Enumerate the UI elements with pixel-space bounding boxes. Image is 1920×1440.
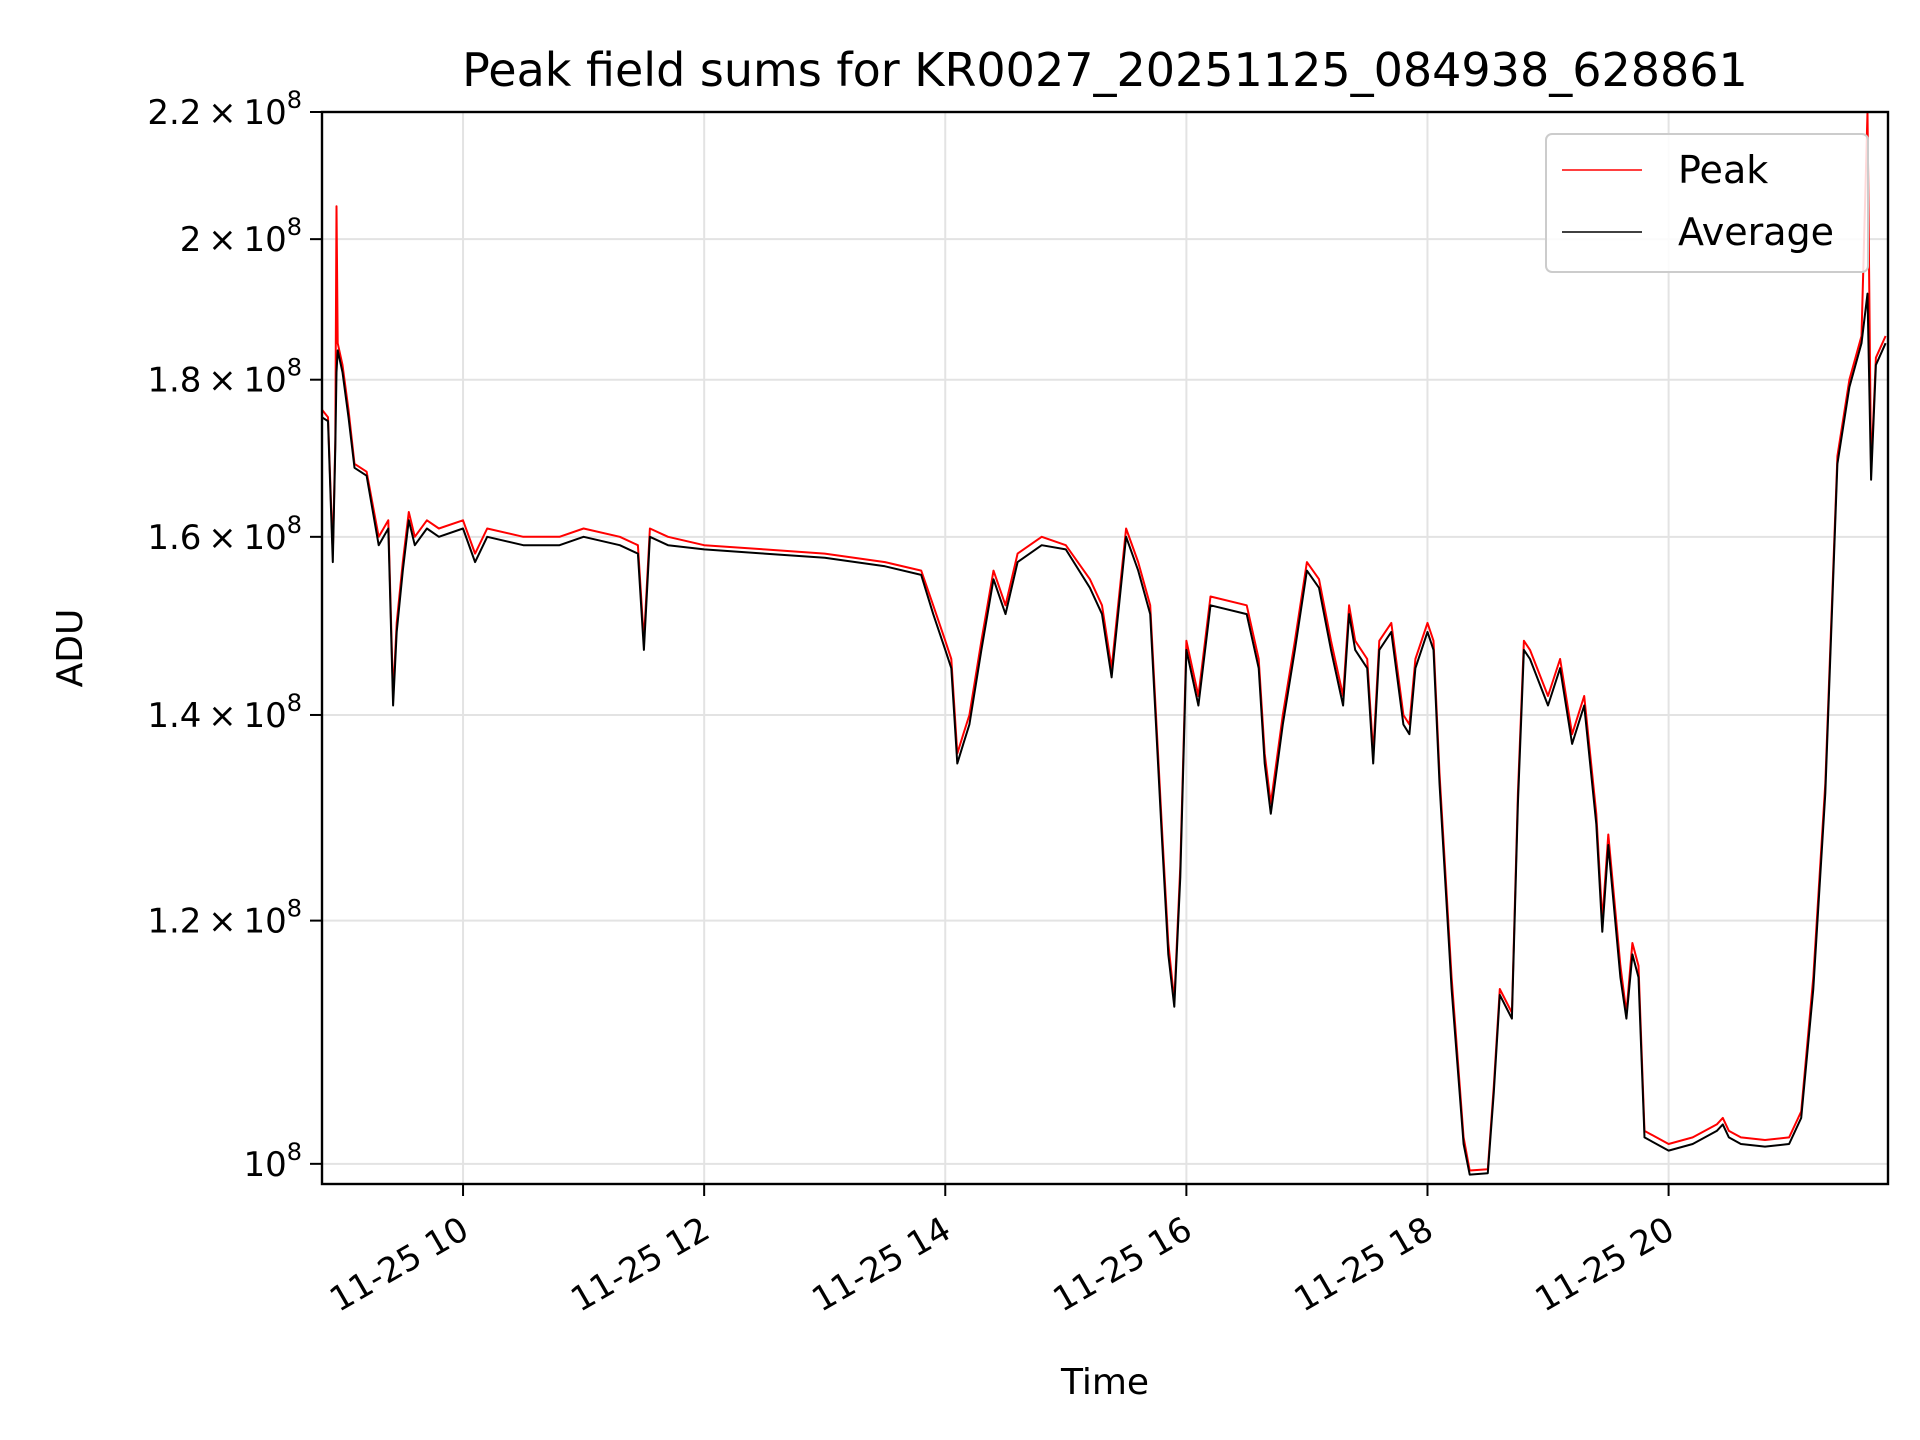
plot-lines	[322, 112, 1887, 1176]
y-tick-label: 2.2 × 108	[147, 86, 302, 133]
y-tick-label: 108	[243, 1138, 302, 1185]
legend: Peak Average	[1545, 133, 1869, 273]
y-tick-label: 1.4 × 108	[147, 689, 302, 736]
series-line-peak	[322, 112, 1887, 1172]
plot-frame	[320, 110, 1890, 1186]
y-tick-label: 2 × 108	[180, 213, 302, 260]
y-tick-label: 1.8 × 108	[147, 354, 302, 401]
y-axis: 108 1.2 × 108 1.4 × 108 1.6 × 108 1.8 × 108 2…	[147, 86, 322, 1185]
y-tick-label: 1.6 × 108	[147, 511, 302, 558]
series-line-average	[322, 292, 1887, 1176]
x-axis-label: Time	[1060, 1362, 1149, 1403]
legend-box	[1545, 133, 1869, 273]
legend-label-peak: Peak	[1678, 148, 1768, 192]
legend-label-average: Average	[1678, 210, 1834, 254]
y-axis-label: ADU	[50, 609, 91, 688]
chart-title: Peak field sums for KR0027_20251125_0849…	[462, 43, 1748, 97]
y-tick-label: 1.2 × 108	[147, 895, 302, 942]
